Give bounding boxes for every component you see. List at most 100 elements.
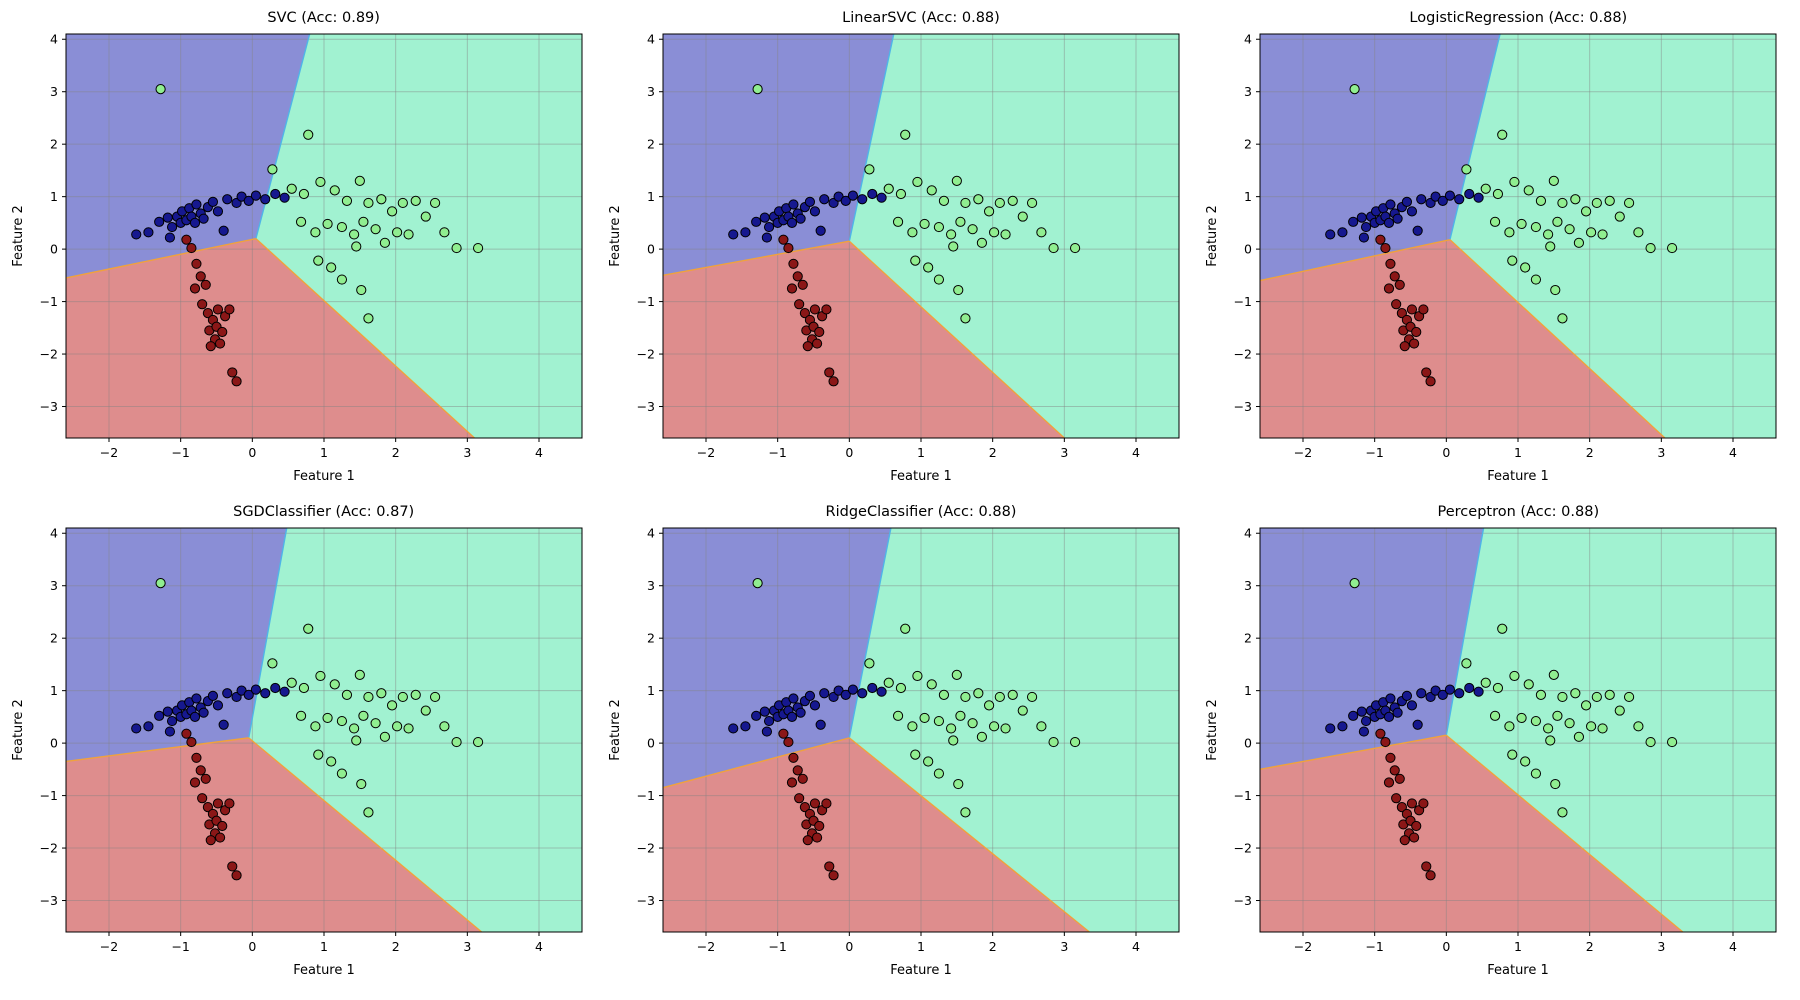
scatter-point-class-0-navy (786, 711, 798, 722)
scatter-point-class-0-navy (795, 213, 806, 224)
y-axis-label: Feature 2 (608, 205, 623, 267)
scatter-point-class-0-navy (1384, 217, 1395, 228)
scatter-point-class-2-lightgreen (960, 691, 971, 703)
scatter-point-class-0-navy (763, 221, 775, 233)
y-tick-label: 3 (647, 84, 655, 99)
x-tick-label: 0 (1443, 445, 1451, 460)
scatter-point-class-0-navy (1445, 190, 1456, 201)
boundary-blue-red (1260, 238, 1451, 282)
y-axis-label: Feature 2 (11, 205, 26, 267)
scatter-point-class-0-navy (788, 693, 799, 704)
scatter-point-class-2-lightgreen (266, 658, 278, 669)
y-tick-label: 2 (50, 137, 58, 152)
scatter-point-class-2-lightgreen (1493, 188, 1504, 200)
boundary-blue-green (1445, 527, 1485, 736)
scatter-point-class-2-lightgreen (1581, 206, 1592, 217)
x-tick-label: 3 (463, 445, 471, 460)
scatter-point-class-0-navy (166, 221, 177, 233)
scatter-point-class-2-lightgreen (960, 197, 971, 209)
scatter-point-class-0-navy (1454, 688, 1465, 699)
scatter-point-class-2-lightgreen (1504, 227, 1515, 238)
scatter-point-class-1-darkred (794, 793, 805, 804)
scatter-point-class-0-navy (759, 706, 770, 717)
scatter-point-class-0-navy (809, 206, 821, 217)
x-tick-label: −2 (1294, 939, 1312, 954)
scatter-point-class-0-navy (221, 688, 233, 699)
x-tick-label: 3 (1060, 939, 1068, 954)
x-tick-label: −1 (1366, 445, 1384, 460)
region-blue (65, 34, 310, 278)
scatter-point-class-0-navy (1325, 723, 1336, 734)
scatter-point-class-2-lightgreen (1597, 723, 1608, 734)
region-green (849, 34, 1179, 438)
scatter-point-class-0-navy (1473, 686, 1484, 697)
scatter-point-class-1-darkred (212, 304, 223, 315)
scatter-point-class-2-lightgreen (1493, 682, 1504, 694)
scatter-point-class-2-lightgreen (341, 689, 352, 700)
scatter-point-class-2-lightgreen (919, 712, 930, 724)
scatter-point-class-2-lightgreen (951, 175, 962, 187)
y-tick-label: −3 (637, 893, 655, 908)
scatter-point-class-1-darkred (814, 326, 825, 338)
scatter-point-class-0-navy (795, 707, 806, 718)
x-tick-label: 4 (535, 445, 543, 460)
y-axis-label: Feature 2 (11, 699, 26, 761)
scatter-point-class-2-lightgreen (919, 218, 930, 230)
scatter-point-class-2-lightgreen (994, 691, 1005, 703)
scatter-point-class-0-navy (1356, 706, 1368, 717)
y-axis-label: Feature 2 (1205, 205, 1220, 267)
scatter-point-class-2-lightgreen (752, 577, 763, 589)
scatter-point-class-2-lightgreen (1564, 718, 1576, 729)
plot-canvas-sgdclassifier: −2 −1 0 1 2 3 4 −3 −2 −1 0 1 2 3 4 Feature 1 Feature 2 (11, 526, 583, 978)
scatter-point-class-2-lightgreen (391, 227, 402, 238)
scatter-point-class-2-lightgreen (1545, 241, 1556, 252)
scatter-point-class-2-lightgreen (923, 756, 934, 767)
y-axis-label: Feature 2 (1205, 699, 1220, 761)
y-tick-label: 1 (1244, 189, 1252, 204)
scatter-point-class-1-darkred (1409, 338, 1420, 349)
scatter-point-class-2-lightgreen (1349, 577, 1361, 589)
scatter-point-class-2-lightgreen (910, 749, 921, 760)
scatter-point-class-0-navy (840, 689, 851, 700)
scatter-point-class-0-navy (804, 690, 816, 701)
scatter-point-class-0-navy (1464, 188, 1475, 200)
scatter-point-class-2-lightgreen (322, 712, 333, 724)
scatter-point-class-2-lightgreen (960, 313, 971, 324)
scatter-point-class-2-lightgreen (1069, 736, 1081, 748)
scatter-point-class-0-navy (1473, 192, 1484, 203)
x-tick-label: −1 (768, 445, 786, 460)
y-tick-label: −3 (39, 399, 57, 414)
scatter-point-class-2-lightgreen (350, 241, 362, 252)
scatter-point-class-1-darkred (180, 728, 192, 739)
scatter-point-class-2-lightgreen (397, 691, 408, 703)
plot-canvas-perceptron: −2 −1 0 1 2 3 4 −3 −2 −1 0 1 2 3 4 Feature 1 Feature 2 (1205, 526, 1777, 978)
x-axis-label: Feature 1 (1488, 469, 1550, 484)
scatter-point-class-2-lightgreen (1516, 218, 1527, 230)
plot-canvas-svc: −2 −1 0 1 2 3 4 −3 −2 −1 0 1 2 3 4 Feature 1 Feature 2 (11, 32, 583, 484)
y-tick-label: −1 (1234, 788, 1252, 803)
scatter-point-class-1-darkred (1411, 820, 1422, 832)
scatter-point-class-0-navy (763, 715, 775, 727)
boundary-blue-green (848, 527, 892, 739)
y-tick-label: 1 (50, 189, 58, 204)
scatter-point-class-2-lightgreen (472, 242, 483, 254)
scatter-point-class-2-lightgreen (907, 721, 918, 732)
y-tick-label: −3 (1234, 893, 1252, 908)
y-tick-label: 0 (50, 736, 58, 751)
y-tick-label: 4 (1244, 32, 1252, 47)
scatter-point-class-2-lightgreen (960, 807, 971, 818)
scatter-point-class-1-darkred (1394, 279, 1406, 290)
x-tick-label: 3 (463, 939, 471, 954)
scatter-point-class-2-lightgreen (1543, 229, 1554, 240)
x-tick-label: 3 (1060, 445, 1068, 460)
scatter-point-class-1-darkred (214, 832, 225, 843)
scatter-point-class-2-lightgreen (329, 185, 340, 196)
scatter-point-class-2-lightgreen (1017, 211, 1028, 222)
scatter-point-class-1-darkred (788, 258, 799, 269)
scatter-point-class-2-lightgreen (1624, 197, 1635, 209)
scatter-point-class-1-darkred (1418, 304, 1429, 315)
scatter-point-class-1-darkred (205, 835, 216, 846)
scatter-point-class-1-darkred (202, 802, 213, 813)
scatter-point-class-0-navy (1392, 707, 1404, 718)
scatter-point-class-1-darkred (231, 870, 242, 881)
